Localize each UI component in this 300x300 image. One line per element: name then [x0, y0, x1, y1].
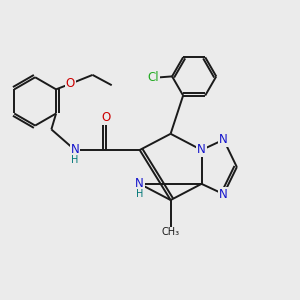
Text: H: H — [136, 189, 143, 199]
Text: O: O — [101, 111, 110, 124]
Text: Cl: Cl — [147, 71, 159, 84]
Text: CH₃: CH₃ — [161, 227, 180, 237]
Text: N: N — [219, 133, 228, 146]
Text: N: N — [70, 143, 79, 157]
Text: O: O — [66, 77, 75, 90]
Text: H: H — [71, 155, 79, 165]
Text: N: N — [135, 177, 144, 190]
Text: N: N — [197, 143, 206, 157]
Text: N: N — [219, 188, 228, 201]
